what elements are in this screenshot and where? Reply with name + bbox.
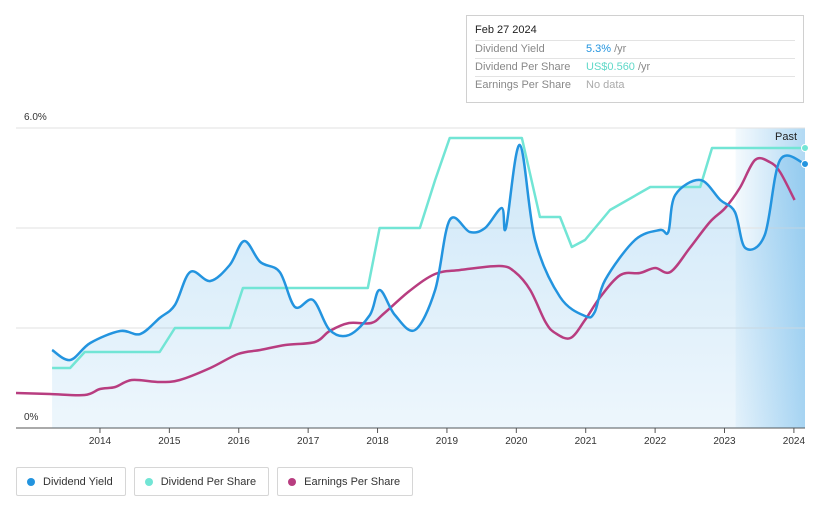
tooltip-row: Dividend Yield 5.3% /yr [475,40,795,58]
y-tick-label: 6.0% [24,112,47,123]
legend: Dividend Yield Dividend Per Share Earnings… [16,467,414,496]
x-tick-label: 2017 [297,436,320,447]
x-tick-label: 2018 [366,436,389,447]
series-line [51,143,806,362]
x-tick-label: 2022 [644,436,667,447]
x-tick-label: 2015 [158,436,181,447]
x-tick-label: 2019 [436,436,459,447]
legend-swatch [288,477,297,486]
area-fill [52,144,806,429]
x-tick-label: 2021 [575,436,598,447]
tooltip-label: Dividend Yield [475,43,545,55]
x-tick-label: 2014 [89,436,112,447]
past-label: Past [775,131,797,143]
tooltip-value: 5.3% [586,43,612,55]
tooltip-unit: /yr [614,43,627,55]
x-tick-label: 2023 [713,436,736,447]
tooltip-date: Feb 27 2024 [475,24,537,36]
legend-item[interactable]: Dividend Per Share [133,467,270,496]
legend-swatch [144,477,153,486]
tooltip-row: Earnings Per Share No data [475,76,795,94]
legend-swatch [27,477,35,486]
tooltip-value: No data [586,79,625,91]
end-point [801,160,809,168]
x-tick-label: 2024 [783,436,806,447]
chart: Past 0% 6.0% 2014 2015 2016 2017 2018 2019 2020 20… [15,112,809,447]
legend-item[interactable]: Earnings Per Share [277,467,414,496]
tooltip-unit: /yr [637,61,651,73]
legend-label: Earnings Per Share [304,475,401,488]
legend-label: Dividend Yield [43,475,113,488]
tooltip-label: Dividend Per Share [475,61,571,73]
x-tick-label: 2016 [228,436,251,447]
tooltip-value: US$0.560 [586,61,635,73]
legend-label: Dividend Per Share [160,475,257,488]
series-line [52,136,805,370]
series-line [15,156,796,397]
y-tick-label: 0% [24,412,39,423]
tooltip-label: Earnings Per Share [475,79,571,91]
tooltip: Feb 27 2024 Dividend Yield 5.3% /yr Divi… [466,15,804,103]
legend-item[interactable]: Dividend Yield [16,467,126,496]
tooltip-row: Dividend Per Share US$0.560 /yr [475,58,795,76]
x-tick-label: 2020 [505,436,528,447]
end-point [801,144,809,152]
